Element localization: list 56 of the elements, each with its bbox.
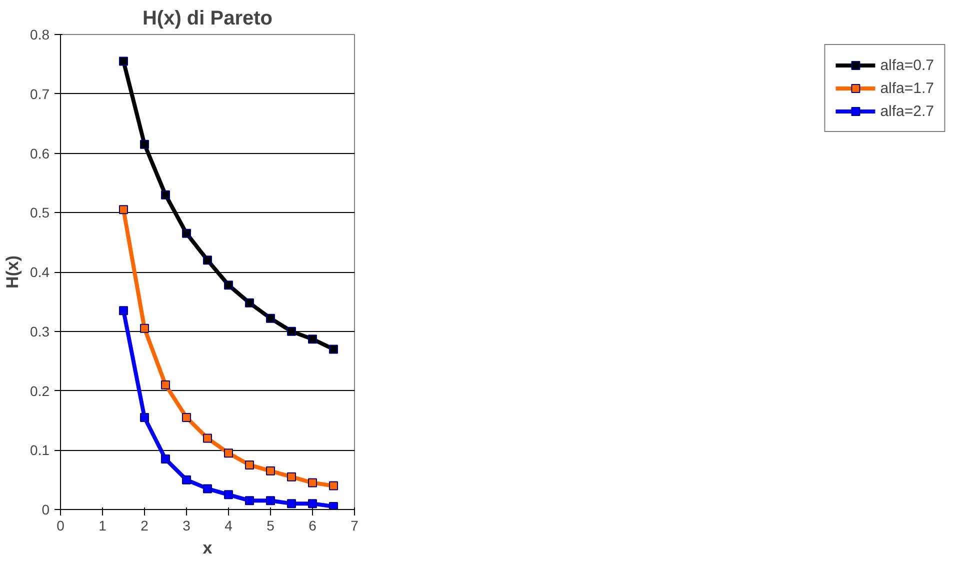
point [245, 460, 254, 470]
x-axis-title: x [202, 538, 213, 558]
point [203, 256, 212, 265]
point [245, 298, 254, 308]
x-tick-label: 5 [266, 518, 275, 534]
point [140, 324, 149, 333]
point [245, 496, 254, 506]
point [119, 56, 128, 66]
point [266, 496, 275, 506]
point [119, 306, 128, 316]
point [182, 475, 191, 484]
point [329, 481, 338, 490]
y-tick-label: 0.4 [30, 264, 50, 280]
y-tick-label: 0.3 [30, 323, 50, 340]
y-tick-label: 0 [42, 502, 50, 518]
point [266, 466, 275, 476]
legend-label: alfa=0.7 [880, 56, 934, 74]
y-tick-label: 0.6 [30, 145, 50, 162]
x-tick-label: 3 [182, 518, 191, 534]
point [182, 228, 191, 238]
x-tick-label: 2 [140, 518, 149, 534]
point [161, 454, 170, 464]
point [224, 280, 233, 290]
point [203, 434, 212, 443]
point [329, 344, 338, 354]
x-tick-label: 7 [350, 518, 359, 534]
y-tick-label: 0.5 [30, 204, 50, 221]
y-axis-title: H(x) [3, 255, 22, 289]
point [287, 499, 296, 508]
y-tick-label: 0.2 [30, 382, 50, 399]
point [287, 326, 296, 336]
point [182, 412, 191, 422]
point [308, 478, 317, 488]
legend-label: alfa=2.7 [880, 102, 934, 120]
point [161, 190, 170, 200]
point [287, 472, 296, 482]
x-tick-label: 4 [224, 518, 233, 534]
point [329, 502, 338, 510]
y-tick-label: 0.7 [30, 86, 50, 102]
y-tick-label: 0.8 [30, 26, 50, 42]
point [140, 140, 149, 149]
point [140, 412, 149, 422]
point [161, 380, 170, 390]
x-tick-label: 0 [56, 518, 65, 534]
point [119, 205, 128, 214]
point [308, 334, 317, 344]
point [224, 448, 233, 458]
x-tick-label: 6 [308, 518, 317, 534]
point [224, 490, 233, 500]
x-tick-label: 1 [98, 518, 107, 534]
point [308, 499, 317, 508]
legend-label: alfa=1.7 [880, 80, 934, 96]
point [203, 484, 212, 494]
point [266, 314, 275, 323]
chart-title: H(x) di Pareto [142, 8, 273, 30]
y-tick-label: 0.1 [30, 442, 50, 458]
